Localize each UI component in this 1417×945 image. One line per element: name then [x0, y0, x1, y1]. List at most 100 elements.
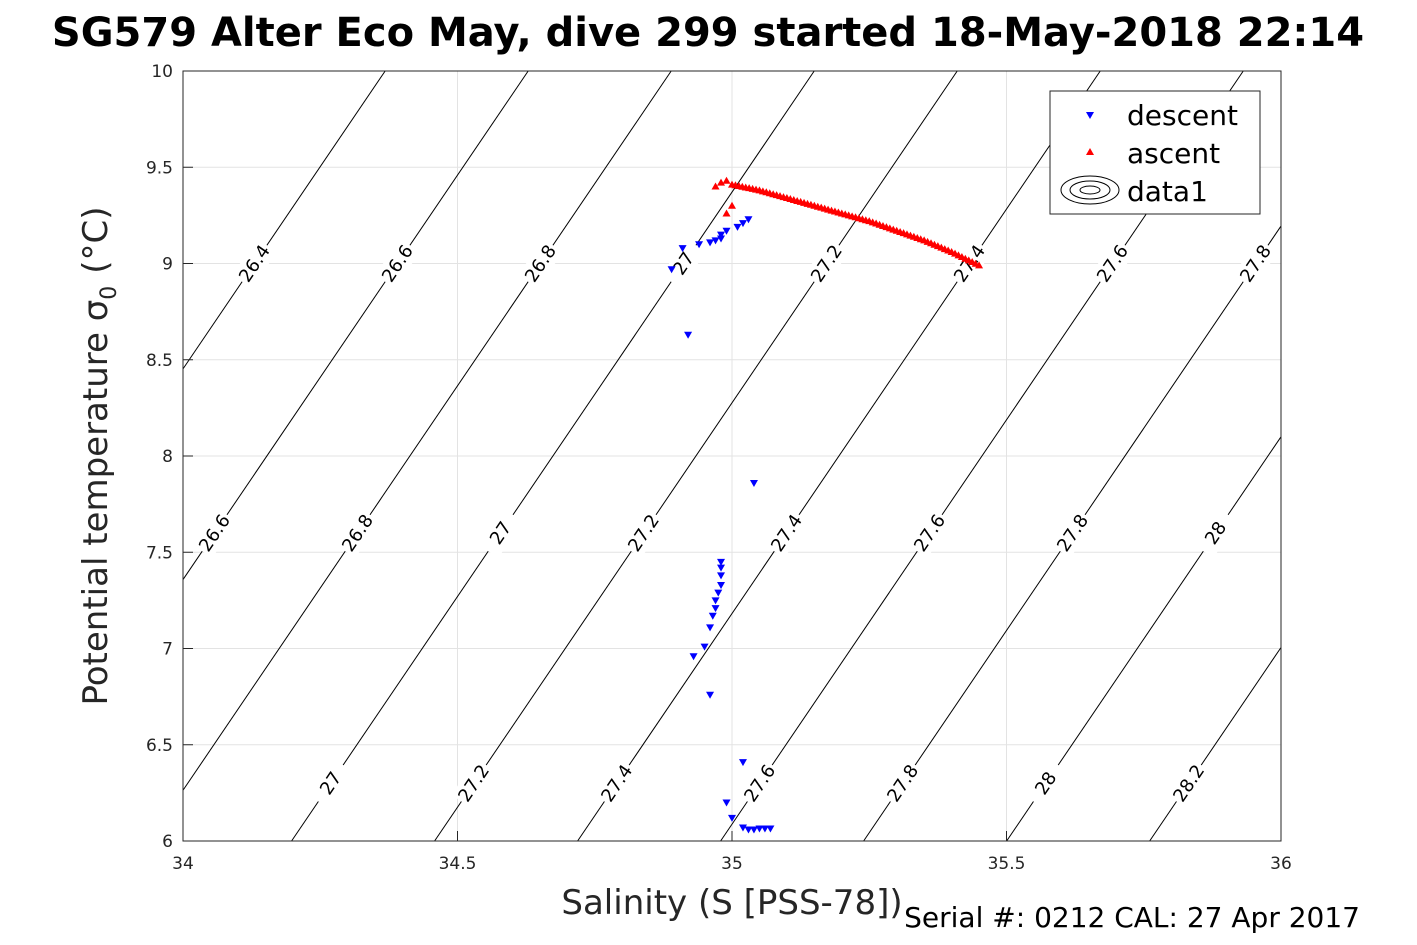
- y-tick-label: 7: [162, 640, 173, 660]
- y-tick-label: 8: [162, 447, 173, 467]
- isopycnal-line: [182, 70, 672, 791]
- y-tick-label: 7.5: [146, 543, 173, 563]
- isopycnal-line: [577, 70, 1101, 842]
- isopycnal-label-bg: [737, 758, 783, 809]
- isopycnal-label-bg: [308, 758, 354, 809]
- x-tick-label: 34.5: [439, 854, 477, 874]
- ascent-marker: [722, 176, 731, 184]
- x-tick-label: 34: [172, 854, 194, 874]
- isopycnal-label-bg: [192, 508, 237, 558]
- ascent-marker: [944, 246, 953, 254]
- descent-marker: [706, 239, 715, 247]
- y-axis-ticks: 6 6.5 7 7.5 8 8.5 9 9.5 10: [146, 62, 193, 852]
- isopycnal-label-bg: [661, 238, 706, 289]
- isopycnal-label-bg: [232, 238, 277, 289]
- descent-marker: [700, 643, 709, 651]
- legend-data1-label: data1: [1127, 175, 1208, 208]
- legend-descent-label: descent: [1127, 99, 1238, 132]
- isopycnal-label-bg: [518, 238, 563, 289]
- isopycnal-label-bg: [594, 758, 640, 809]
- descent-marker: [706, 691, 715, 699]
- ascent-marker: [861, 216, 870, 224]
- isopycnal-label-bg: [451, 758, 497, 809]
- legend-contour-icon: [1060, 175, 1120, 205]
- descent-marker: [749, 826, 758, 834]
- descent-marker: [689, 653, 698, 661]
- ascent-marker: [889, 225, 898, 233]
- legend: descent ascent data1: [1049, 90, 1261, 215]
- descent-marker: [684, 331, 693, 339]
- descent-marker: [744, 216, 753, 224]
- isopycnal-line: [182, 70, 529, 580]
- descent-marker: [711, 597, 720, 605]
- isopycnal-label-bg: [1023, 758, 1069, 809]
- y-axis-label-main: Potential temperature σ: [76, 300, 116, 706]
- ascent-marker: [717, 178, 726, 186]
- descent-marker: [722, 799, 731, 807]
- descent-marker: [695, 241, 704, 249]
- descent-marker: [744, 826, 753, 834]
- ascent-marker: [779, 193, 788, 201]
- isopycnal-label-bg: [621, 508, 666, 558]
- descent-marker: [711, 605, 720, 613]
- isopycnal-label-bg: [335, 508, 380, 558]
- ascent-marker: [711, 182, 720, 190]
- descent-marker: [717, 558, 726, 566]
- ascent-marker: [722, 209, 731, 217]
- isopycnal-label-bg: [1090, 238, 1135, 289]
- x-axis-ticks: 34 34.5 35 35.5 36: [172, 831, 1292, 874]
- descent-marker: [728, 814, 736, 822]
- descent-marker: [738, 824, 747, 832]
- descent-marker: [711, 237, 720, 245]
- legend-ascent-marker: [1086, 148, 1094, 155]
- y-tick-label: 9: [162, 255, 173, 275]
- ascent-marker: [728, 201, 736, 209]
- y-tick-label: 9.5: [146, 158, 173, 178]
- isopycnal-label-bg: [764, 508, 809, 558]
- ascent-marker: [806, 200, 815, 208]
- y-tick-label: 8.5: [146, 351, 173, 371]
- isopycnal-line: [182, 70, 386, 370]
- isopycnal-label-bg: [1233, 238, 1278, 289]
- isopycnal-label-bg: [804, 238, 849, 289]
- descent-marker: [717, 231, 726, 239]
- x-axis-label: Salinity (S [PSS-78]): [561, 883, 902, 923]
- data-markers: [667, 176, 984, 834]
- descent-marker: [717, 235, 726, 243]
- x-tick-label: 35: [721, 854, 743, 874]
- descent-marker: [738, 220, 747, 228]
- descent-marker: [706, 624, 715, 632]
- isopycnal-label-bg: [1050, 508, 1095, 558]
- descent-marker: [717, 572, 726, 580]
- ascent-marker: [834, 208, 843, 216]
- isopycnal-label-bg: [375, 238, 420, 289]
- isopycnal-line: [434, 70, 958, 842]
- legend-descent-marker: [1086, 112, 1094, 119]
- isopycnal-label-bg: [478, 508, 523, 558]
- x-tick-label: 35.5: [988, 854, 1026, 874]
- y-axis-label-unit: (°C): [76, 206, 116, 273]
- descent-marker: [733, 223, 742, 231]
- ascent-marker: [916, 235, 925, 243]
- descent-marker: [755, 825, 764, 833]
- y-axis-label: Potential temperature σ0 (°C): [76, 206, 122, 705]
- isopycnal-label-bg: [907, 508, 952, 558]
- descent-marker: [738, 759, 747, 767]
- y-tick-label: 6.5: [146, 736, 173, 756]
- descent-marker: [717, 564, 726, 572]
- descent-marker: [714, 589, 723, 597]
- descent-marker: [667, 266, 676, 274]
- ascent-marker: [971, 259, 980, 267]
- serial-footer: Serial #: 0212 CAL: 27 Apr 2017: [904, 901, 1360, 934]
- y-tick-label: 6: [162, 832, 173, 852]
- descent-marker: [708, 612, 717, 620]
- x-tick-label: 36: [1270, 854, 1292, 874]
- legend-ascent-label: ascent: [1127, 137, 1220, 170]
- descent-marker: [749, 479, 758, 487]
- y-axis-label-subscript: 0: [97, 286, 122, 300]
- isopycnal-label-bg: [1193, 508, 1238, 558]
- isopycnal-label-bg: [880, 758, 926, 809]
- y-tick-label: 10: [151, 62, 173, 82]
- descent-marker: [717, 581, 726, 589]
